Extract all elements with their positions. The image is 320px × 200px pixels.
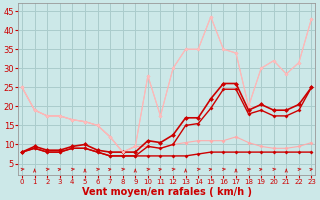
X-axis label: Vent moyen/en rafales ( km/h ): Vent moyen/en rafales ( km/h ) bbox=[82, 187, 252, 197]
